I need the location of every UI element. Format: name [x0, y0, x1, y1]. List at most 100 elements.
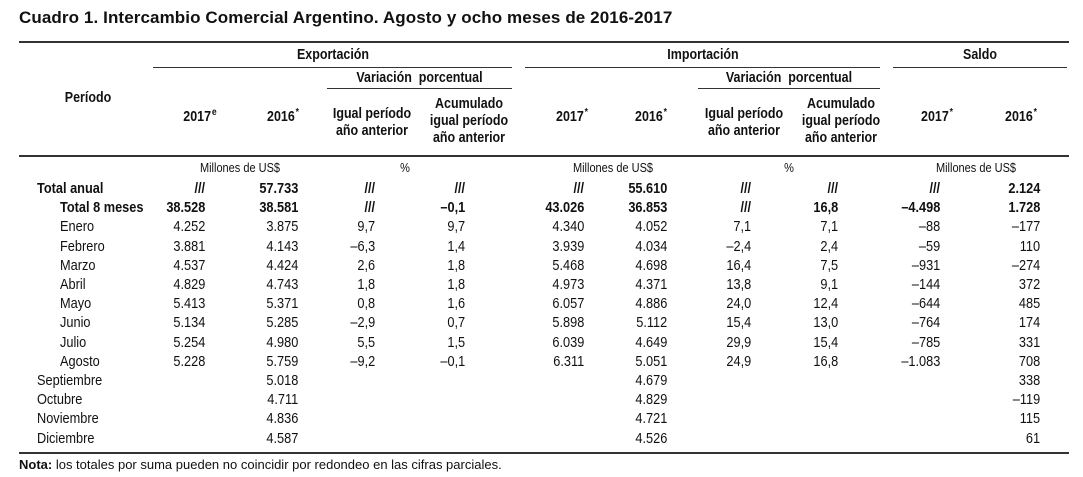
cell-imp-2017: 4.973	[552, 277, 584, 293]
cell-imp-2016: 55.610	[627, 181, 667, 197]
exportacion-rule	[153, 67, 512, 68]
bottom-rule	[19, 452, 1069, 454]
cell-imp-2016: 4.679	[635, 373, 667, 389]
cell-exp-acumulado: 1,8	[447, 257, 465, 274]
row-label: Abril	[60, 277, 86, 293]
cell-exp-2017: 5.228	[173, 353, 205, 370]
table-row: Julio 5.254 4.980 5,5 1,5 6.039 4.649 29,9 15,4 –…	[0, 334, 1083, 353]
cell-saldo-2016: 372	[1018, 277, 1040, 293]
cell-saldo-2016: 115	[1019, 411, 1040, 428]
cell-exp-2017: 4.829	[173, 277, 205, 293]
importacion-rule	[525, 67, 880, 68]
row-label: Septiembre	[37, 373, 103, 389]
table-title: Cuadro 1. Intercambio Comercial Argentin…	[19, 8, 673, 27]
cell-imp-2016: 4.371	[635, 277, 667, 293]
cell-imp-acumulado: 2,4	[820, 238, 838, 255]
table-row: Mayo 5.413 5.371 0,8 1,6 6.057 4.886 24,0 12,4 –6…	[0, 295, 1083, 314]
cell-saldo-2016: –274	[1011, 257, 1040, 274]
header-imp-2016: 2016*	[635, 107, 667, 125]
row-label: Mayo	[60, 296, 92, 313]
cell-imp-acumulado: 12,4	[813, 296, 838, 313]
header-saldo-2017: 2017*	[921, 107, 953, 125]
cell-imp-igual-periodo: –2,4	[726, 238, 751, 255]
cell-imp-acumulado: ///	[827, 181, 838, 197]
row-label: Octubre	[37, 392, 83, 409]
cell-exp-igual-periodo: ///	[364, 181, 375, 197]
cell-saldo-2017: –644	[911, 296, 940, 313]
top-rule	[19, 41, 1069, 43]
cell-imp-2016: 4.052	[635, 219, 667, 236]
cell-exp-igual-periodo: 1,8	[357, 277, 375, 293]
row-label: Total anual	[37, 181, 104, 197]
header-importacion: Importación	[667, 47, 739, 63]
cell-imp-acumulado: 16,8	[813, 353, 838, 370]
table-row: Noviembre 4.836 4.721 115	[0, 410, 1083, 429]
header-exp-igual-periodo: Igual período año anterior	[332, 106, 412, 139]
cell-imp-acumulado: 16,8	[813, 200, 838, 217]
cell-imp-igual-periodo: 29,9	[726, 334, 751, 351]
cell-exp-igual-periodo: 9,7	[357, 219, 375, 236]
cell-saldo-2016: 110	[1019, 238, 1040, 255]
cell-exp-2016: 5.285	[266, 315, 298, 332]
cell-exp-igual-periodo: –9,2	[350, 353, 375, 370]
cell-imp-2017: 6.057	[552, 296, 584, 313]
cell-imp-igual-periodo: 24,0	[726, 296, 751, 313]
cell-exp-2016: 5.371	[266, 296, 298, 313]
cell-saldo-2016: 331	[1018, 334, 1040, 351]
cell-imp-2017: 6.039	[552, 334, 584, 351]
cell-exp-igual-periodo: 2,6	[357, 257, 375, 274]
cell-saldo-2017: –88	[918, 219, 940, 236]
saldo-rule	[893, 67, 1067, 68]
cell-imp-igual-periodo: 15,4	[726, 315, 751, 332]
row-label: Diciembre	[37, 430, 95, 447]
table-row: Junio 5.134 5.285 –2,9 0,7 5.898 5.112 15,4 13,0…	[0, 314, 1083, 333]
cell-exp-2016: 4.711	[267, 392, 298, 409]
cell-imp-2016: 4.698	[635, 257, 667, 274]
table-row: Marzo 4.537 4.424 2,6 1,8 5.468 4.698 16,4 7,5 –9…	[0, 257, 1083, 276]
cell-exp-2017: 5.413	[173, 296, 205, 313]
cell-imp-2017: 6.311	[553, 353, 584, 370]
cell-imp-2016: 4.526	[635, 430, 667, 447]
cell-imp-igual-periodo: 16,4	[726, 257, 751, 274]
cell-saldo-2016: 708	[1018, 353, 1040, 370]
row-label: Enero	[60, 219, 95, 236]
cell-imp-igual-periodo: 7,1	[733, 219, 751, 236]
cell-exp-acumulado: –0,1	[440, 200, 465, 217]
cell-exp-2016: 4.980	[266, 334, 298, 351]
cell-imp-acumulado: 9,1	[820, 277, 838, 293]
cell-imp-2017: ///	[573, 181, 584, 197]
cell-imp-acumulado: 13,0	[813, 315, 838, 332]
cell-imp-2017: 5.898	[552, 315, 584, 332]
cell-imp-2016: 5.112	[636, 315, 667, 332]
cell-imp-2016: 5.051	[635, 353, 667, 370]
cell-exp-2017: 3.881	[173, 238, 205, 255]
table-row: Octubre 4.711 4.829 –119	[0, 391, 1083, 410]
cell-imp-acumulado: 7,5	[820, 257, 838, 274]
header-exp-2017: 2017e	[183, 107, 217, 125]
cell-saldo-2017: –59	[918, 238, 940, 255]
header-imp-2017: 2017*	[556, 107, 588, 125]
unit-imp-pct: %	[784, 161, 794, 175]
cell-imp-2017: 5.468	[552, 257, 584, 274]
cell-exp-2016: 4.587	[266, 430, 298, 447]
table-row: Enero 4.252 3.875 9,7 9,7 4.340 4.052 7,1 7,1 –88…	[0, 218, 1083, 237]
cell-exp-acumulado: 1,8	[447, 277, 465, 293]
cell-exp-acumulado: 1,6	[447, 296, 465, 313]
cell-saldo-2016: –119	[1012, 392, 1040, 409]
cell-exp-2017: 4.537	[173, 257, 205, 274]
cell-saldo-2017: ///	[929, 181, 940, 197]
table-row: Febrero 3.881 4.143 –6,3 1,4 3.939 4.034 –2,4 2,…	[0, 238, 1083, 257]
table-row: Agosto 5.228 5.759 –9,2 –0,1 6.311 5.051 24,9 16…	[0, 353, 1083, 372]
cell-saldo-2016: 485	[1018, 296, 1040, 313]
cell-imp-2017: 3.939	[552, 238, 584, 255]
cell-saldo-2017: –1.083	[900, 353, 940, 370]
row-label: Julio	[60, 334, 87, 351]
imp-variacion-rule	[698, 88, 880, 89]
table-note: Nota: los totales por suma pueden no coi…	[19, 457, 502, 472]
cell-imp-2016: 4.721	[635, 411, 667, 428]
cell-exp-acumulado: 1,5	[447, 334, 465, 351]
cell-imp-igual-periodo: 24,9	[726, 353, 751, 370]
row-label: Febrero	[60, 238, 105, 255]
cell-exp-acumulado: –0,1	[440, 353, 465, 370]
table-row: Abril 4.829 4.743 1,8 1,8 4.973 4.371 13,8 9,1 –1…	[0, 276, 1083, 295]
